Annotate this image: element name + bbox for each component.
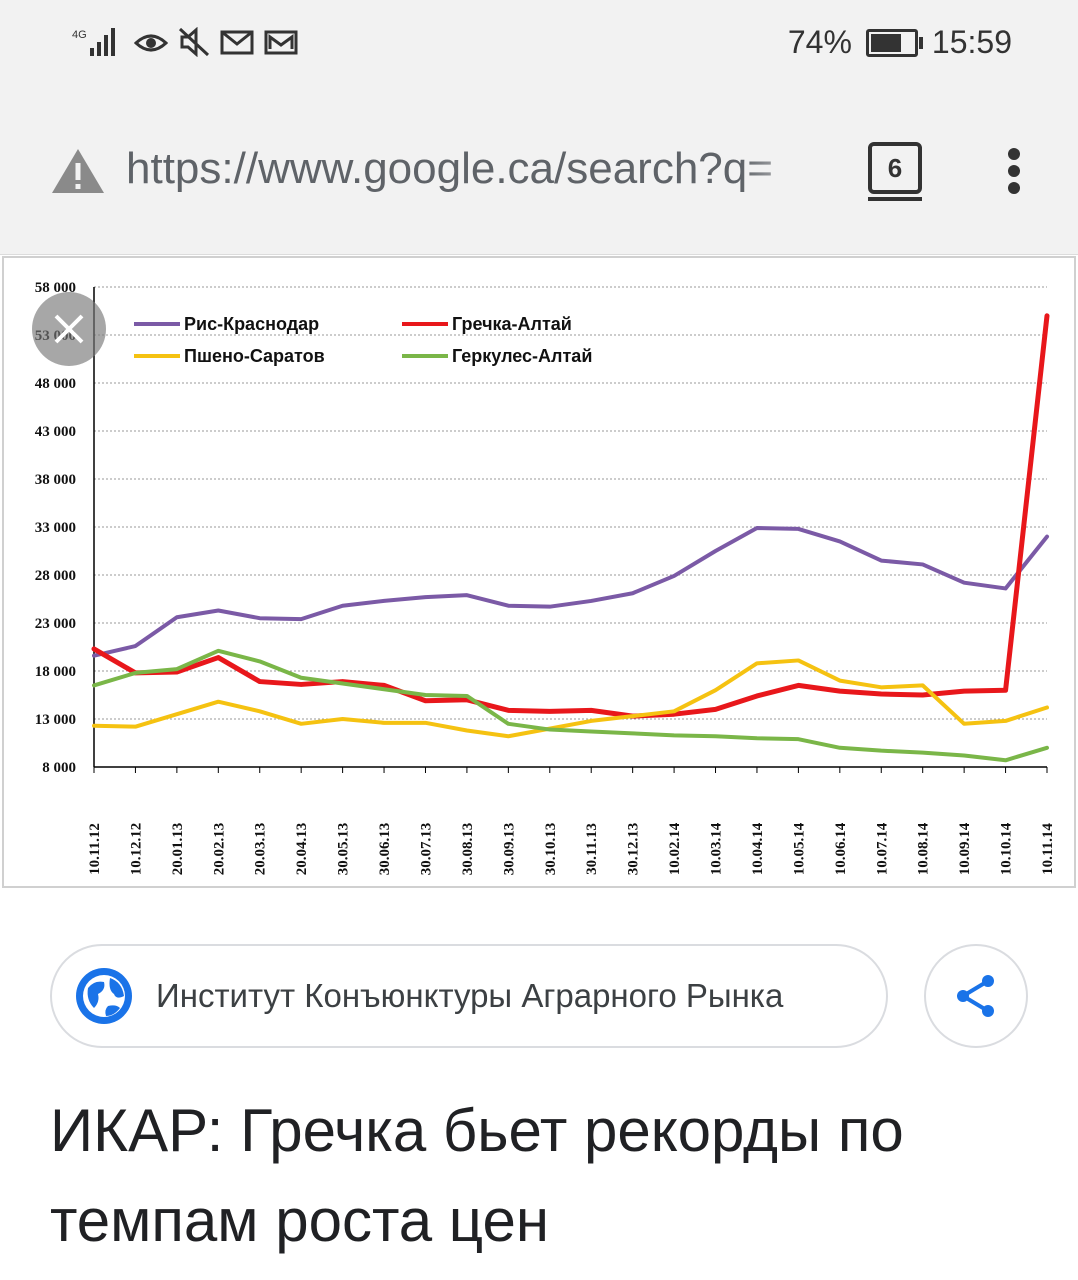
- warning-icon[interactable]: [50, 146, 106, 196]
- y-tick-label: 43 000: [35, 424, 76, 440]
- y-tick-label: 8 000: [42, 760, 76, 776]
- x-tick-label: 10.11.12: [87, 823, 103, 875]
- share-button[interactable]: [924, 944, 1028, 1048]
- x-tick-label: 10.10.14: [999, 822, 1015, 875]
- battery-icon: [865, 28, 923, 57]
- x-tick-label: 10.03.14: [709, 822, 725, 875]
- tab-count-label: 6: [887, 152, 903, 183]
- globe-icon: [76, 968, 132, 1024]
- y-tick-label: 18 000: [35, 664, 76, 680]
- share-icon: [957, 975, 994, 1017]
- x-tick-label: 30.10.13: [543, 823, 559, 876]
- price-chart: 8 000 13 000 18 000 23 000 28 000 33 000 38 00…: [35, 280, 1056, 876]
- clock: 15:59: [931, 24, 1012, 60]
- x-tick-label: 10.12.12: [128, 823, 144, 876]
- x-tick-label: 30.05.13: [336, 823, 352, 876]
- close-icon: [54, 314, 84, 344]
- series-line: [91, 313, 1050, 719]
- x-tick-label: 10.04.14: [750, 822, 766, 875]
- result-title-line-1: ИКАР: Гречка бьет рекорды по: [50, 1097, 904, 1164]
- close-button[interactable]: [32, 292, 106, 366]
- series-line: [92, 658, 1049, 739]
- battery-percent: 74%: [787, 24, 852, 60]
- x-tick-label: 30.12.13: [626, 823, 642, 876]
- network-type: 4G: [72, 29, 87, 41]
- x-tick-label: 10.06.14: [833, 822, 849, 875]
- series-line: [92, 525, 1049, 658]
- x-tick-label: 10.08.14: [916, 822, 932, 875]
- legend-label: Рис-Краснодар: [184, 314, 319, 334]
- y-tick-label: 23 000: [35, 616, 76, 632]
- mail-icon: [220, 30, 254, 55]
- x-tick-label: 20.03.13: [253, 823, 269, 876]
- x-tick-label: 10.11.14: [1040, 823, 1056, 875]
- source-name: Институт Конъюнктуры Аграрного Рынка: [156, 977, 784, 1014]
- result-title[interactable]: ИКАР: Гречка бьет рекорды по темпам рост…: [50, 1086, 1010, 1266]
- gmail-icon: [264, 30, 298, 55]
- x-tick-label: 10.09.14: [957, 822, 973, 875]
- x-tick-label: 20.02.13: [211, 823, 227, 876]
- x-tick-label: 30.07.13: [418, 823, 434, 876]
- x-tick-label: 30.08.13: [460, 823, 476, 876]
- x-tick-label: 10.02.14: [667, 822, 683, 875]
- y-tick-label: 13 000: [35, 712, 76, 728]
- status-icons: 4G: [72, 26, 298, 58]
- x-tick-label: 20.01.13: [170, 823, 186, 876]
- eye-icon: [134, 34, 168, 52]
- x-tick-label: 10.07.14: [874, 822, 890, 875]
- menu-dots-icon[interactable]: [1006, 148, 1022, 198]
- x-tick-label: 30.11.13: [584, 823, 600, 875]
- x-tick-label: 30.09.13: [501, 823, 517, 876]
- y-tick-label: 28 000: [35, 568, 76, 584]
- status-bar: 4G 74% 15:59: [0, 0, 1078, 92]
- legend-label: Геркулес-Алтай: [452, 346, 592, 366]
- x-tick-label: 30.06.13: [377, 823, 393, 876]
- browser-toolbar: https://www.google.ca/search?q= 6: [0, 92, 1078, 255]
- result-image[interactable]: 8 000 13 000 18 000 23 000 28 000 33 000 38 00…: [2, 256, 1076, 888]
- y-tick-label: 38 000: [35, 472, 76, 488]
- x-tick-label: 10.05.14: [791, 822, 807, 875]
- series-line: [92, 648, 1049, 763]
- y-tick-label: 48 000: [35, 376, 76, 392]
- url-field[interactable]: https://www.google.ca/search?q=: [126, 144, 773, 193]
- battery-level: [870, 33, 901, 52]
- y-tick-label: 33 000: [35, 520, 76, 536]
- source-chip[interactable]: Институт Конъюнктуры Аграрного Рынка: [50, 944, 888, 1048]
- status-right: 74% 15:59: [788, 24, 1012, 61]
- result-title-line-2: темпам роста цен: [50, 1187, 549, 1254]
- x-tick-label: 20.04.13: [294, 823, 310, 876]
- mute-icon: [178, 27, 210, 57]
- legend-label: Гречка-Алтай: [452, 314, 572, 334]
- signal-icon: 4G: [72, 28, 115, 56]
- legend-label: Пшено-Саратов: [184, 346, 325, 366]
- tabs-button[interactable]: 6: [868, 142, 922, 201]
